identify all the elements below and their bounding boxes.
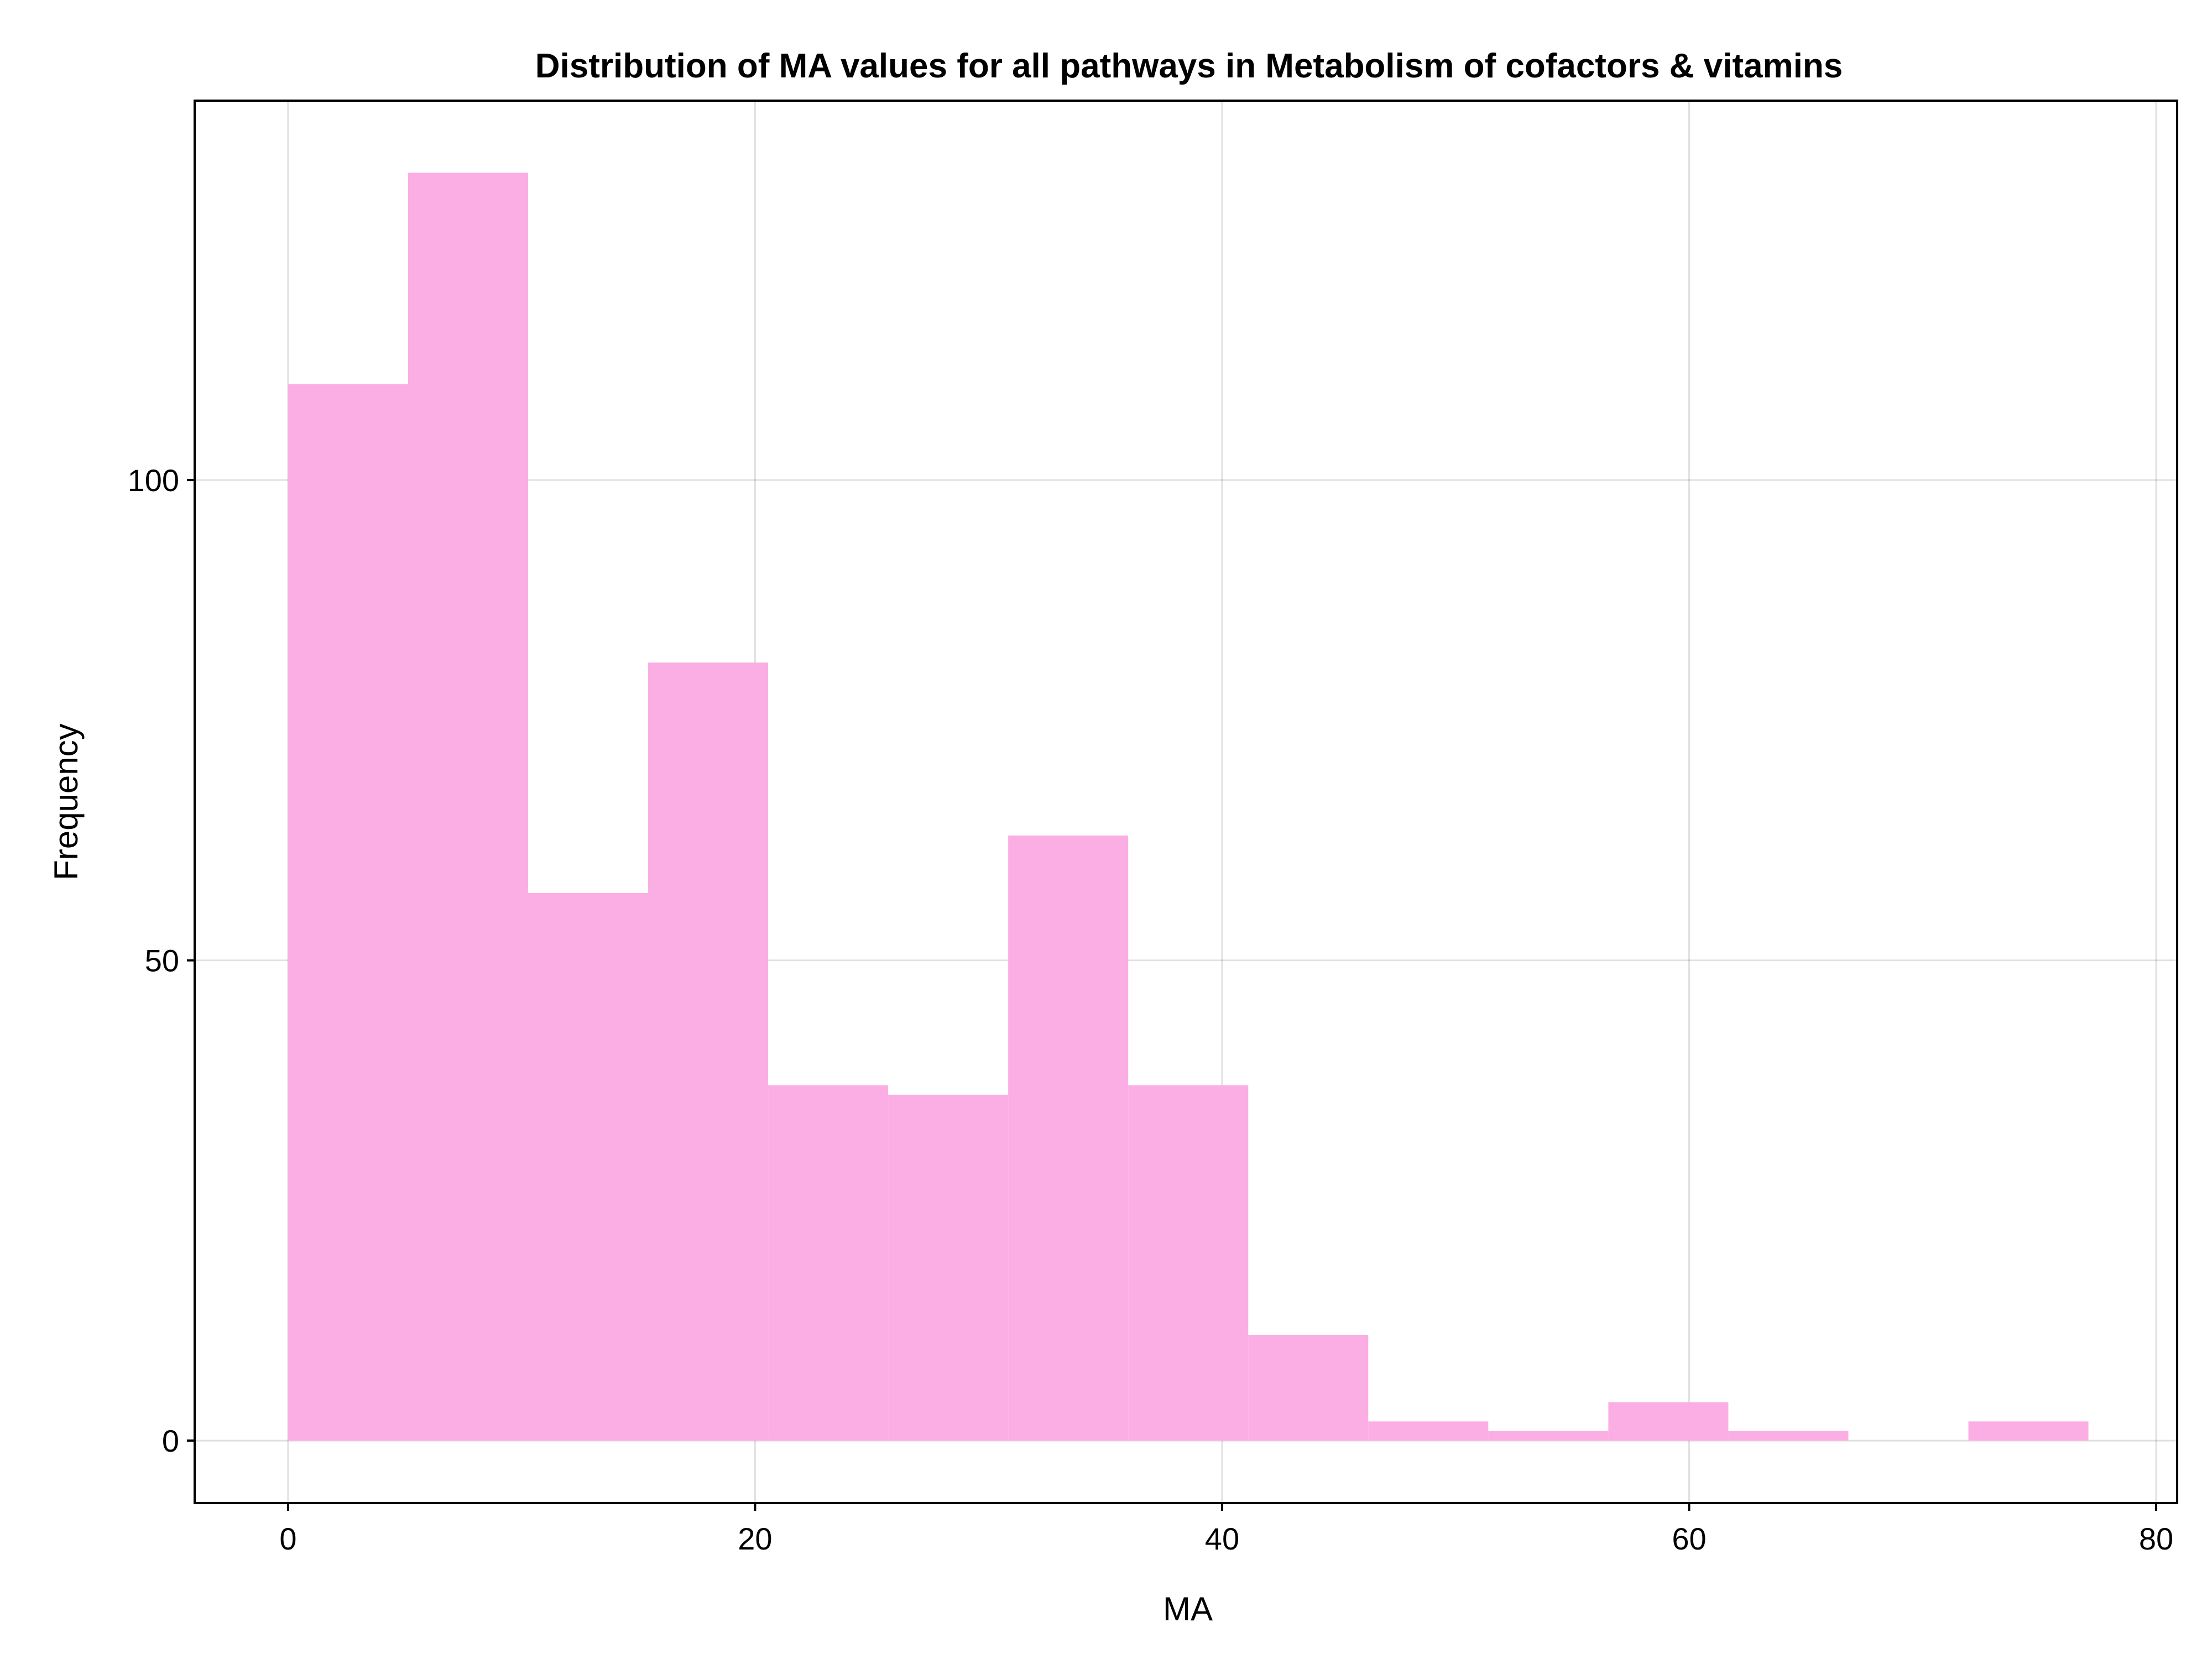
- y-tick-label: 50: [145, 943, 179, 978]
- histogram-bar: [648, 662, 769, 1441]
- histogram-bar: [1368, 1421, 1489, 1441]
- x-tick-label: 0: [279, 1521, 296, 1556]
- chart-title: Distribution of MA values for all pathwa…: [535, 47, 1843, 85]
- histogram-bar: [1728, 1431, 1849, 1441]
- x-tick-label: 60: [1672, 1521, 1706, 1556]
- plot-frame: [194, 100, 2178, 1504]
- histogram-bars: [288, 173, 2089, 1441]
- histogram-bar: [288, 384, 408, 1441]
- histogram-bar: [888, 1094, 1009, 1441]
- x-tick-label: 20: [738, 1521, 772, 1556]
- axis-ticks: 0 20 40 60 80 0 50 100: [128, 463, 2174, 1556]
- x-tick-label: 40: [1205, 1521, 1239, 1556]
- histogram-bar: [1128, 1085, 1249, 1441]
- histogram-bar: [1008, 835, 1129, 1441]
- histogram-bar: [1488, 1431, 1609, 1441]
- y-axis-label: Frequency: [48, 723, 85, 880]
- x-tick-label: 80: [2139, 1521, 2173, 1556]
- x-axis-label: MA: [1163, 1590, 1213, 1627]
- histogram-bar: [1608, 1402, 1729, 1441]
- histogram-bar: [408, 173, 528, 1441]
- histogram-bar: [1248, 1335, 1369, 1441]
- y-tick-label: 100: [128, 463, 179, 498]
- histogram-bar: [768, 1085, 889, 1441]
- histogram-bar: [528, 893, 649, 1441]
- histogram-bar: [1968, 1421, 2089, 1441]
- y-tick-label: 0: [162, 1423, 179, 1458]
